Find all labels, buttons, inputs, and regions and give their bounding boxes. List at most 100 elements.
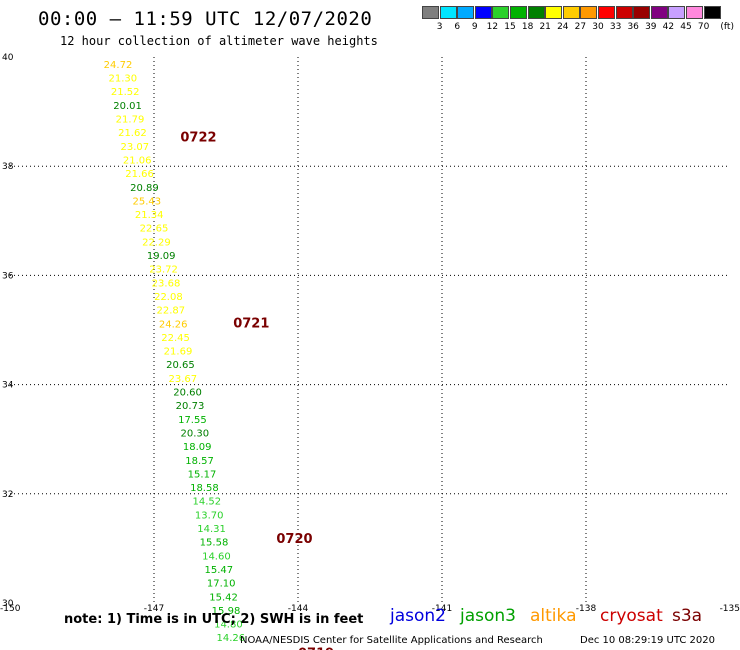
color-scale-label: 12 [486, 22, 499, 32]
color-scale-label: 39 [645, 22, 657, 32]
chart-subtitle: 12 hour collection of altimeter wave hei… [60, 34, 378, 48]
color-scale-swatch [474, 6, 492, 19]
wave-height-value: 15.58 [200, 538, 229, 549]
y-tick-label: 30 [2, 599, 14, 609]
generated-timestamp: Dec 10 08:29:19 UTC 2020 [580, 635, 715, 646]
color-scale-swatch [703, 6, 721, 19]
wave-height-value: 18.09 [183, 442, 212, 453]
color-scale-swatch [633, 6, 651, 19]
credit-line: NOAA/NESDIS Center for Satellite Applica… [240, 635, 543, 646]
x-tick-label: -147 [144, 604, 164, 614]
wave-height-value: 20.89 [130, 183, 159, 194]
satellite-legend-jason2: jason2 [390, 606, 446, 626]
wave-height-value: 14.52 [192, 497, 221, 508]
color-scale-label: 27 [574, 22, 587, 32]
wave-height-value: 22.87 [156, 306, 185, 317]
wave-height-value: 24.72 [104, 60, 133, 71]
color-scale-label: 36 [627, 22, 639, 32]
wave-height-value: 19.09 [147, 251, 176, 262]
y-tick-label: 38 [2, 162, 14, 172]
color-scale-swatch [527, 6, 545, 19]
color-scale-label: 9 [471, 22, 478, 32]
wave-height-value: 21.30 [108, 74, 137, 85]
y-tick-label: 34 [2, 381, 14, 391]
color-scale-swatch [650, 6, 668, 19]
wave-height-value: 14.60 [202, 551, 231, 562]
chart-title: 00:00 – 11:59 UTC 12/07/2020 [38, 8, 373, 30]
color-scale-swatch [510, 6, 527, 19]
satellite-legend-s3a: s3a [672, 606, 703, 626]
color-scale-swatch [422, 6, 439, 19]
wave-height-value: 23.67 [168, 374, 197, 385]
satellite-legend-jason3: jason3 [460, 606, 516, 626]
x-tick-label: -135 [720, 604, 740, 614]
x-tick-label: -150 [0, 604, 21, 614]
color-scale-swatch [615, 6, 633, 19]
wave-height-value: 21.66 [125, 169, 154, 180]
wave-height-value: 21.06 [123, 155, 152, 166]
wave-height-value: 18.57 [185, 456, 214, 467]
wave-height-value: 21.79 [116, 115, 145, 126]
color-scale-swatch [668, 6, 686, 19]
color-scale-label: 6 [454, 22, 461, 32]
wave-height-value: 23.07 [120, 142, 149, 153]
wave-height-value: 15.42 [209, 592, 238, 603]
color-scale-label: 24 [557, 22, 569, 32]
color-scale-swatch [686, 6, 703, 19]
color-scale-label: 30 [592, 22, 604, 32]
pass-time-label: 0722 [180, 131, 216, 146]
wave-height-value: 18.58 [190, 483, 219, 494]
x-tick-label: -144 [288, 604, 309, 614]
color-scale-swatch [598, 6, 615, 19]
color-scale-swatch [562, 6, 580, 19]
y-tick-label: 32 [2, 490, 13, 500]
x-tick-label: -138 [576, 604, 597, 614]
wave-height-value: 15.17 [188, 469, 217, 480]
wave-height-value: 20.01 [113, 101, 142, 112]
wave-height-value: 23.68 [152, 278, 181, 289]
color-scale-label: 3 [436, 22, 443, 32]
x-tick-label: -141 [432, 604, 452, 614]
wave-height-value: 21.62 [118, 128, 147, 139]
color-scale-label: 21 [539, 22, 551, 32]
wave-height-value: 17.10 [207, 579, 236, 590]
satellite-legend-cryosat: cryosat [600, 606, 663, 626]
wave-height-value: 23.72 [149, 265, 178, 276]
color-scale-label: 70 [697, 22, 710, 32]
wave-height-value: 21.69 [164, 347, 193, 358]
wave-height-value: 14.31 [197, 524, 226, 535]
wave-height-value: 20.60 [173, 388, 202, 399]
color-scale-label: 18 [521, 22, 534, 32]
wave-height-value: 25.43 [132, 196, 161, 207]
footer-note: note: 1) Time is in UTC; 2) SWH is in fe… [64, 612, 364, 627]
color-scale-swatch [580, 6, 598, 19]
pass-time-label: 0719 [298, 647, 334, 650]
wave-height-value: 20.30 [180, 428, 209, 439]
wave-height-value: 21.52 [111, 87, 140, 98]
y-tick-label: 40 [2, 53, 14, 63]
wave-height-value: 20.73 [176, 401, 205, 412]
wave-height-value: 15.98 [212, 606, 241, 617]
satellite-legend-altika: altika [530, 606, 577, 626]
wave-height-value: 15.47 [204, 565, 233, 576]
wave-height-value: 14.26 [216, 633, 245, 644]
y-tick-label: 36 [2, 271, 14, 281]
wave-height-value: 22.45 [161, 333, 190, 344]
wave-height-value: 22.08 [154, 292, 183, 303]
wave-height-value: 24.26 [159, 319, 188, 330]
color-scale-label: 45 [680, 22, 692, 32]
color-scale-label: 42 [662, 22, 675, 32]
color-scale-swatch [439, 6, 457, 19]
wave-height-value: 21.34 [135, 210, 164, 221]
color-scale-swatch [492, 6, 510, 19]
color-scale-swatch [457, 6, 475, 19]
color-scale-swatch [545, 6, 563, 19]
wave-height-value: 13.70 [195, 510, 224, 521]
wave-height-value: 14.80 [214, 620, 243, 631]
pass-time-label: 0721 [233, 316, 269, 331]
color-scale-unit: (ft) [720, 22, 734, 32]
wave-height-value: 20.65 [166, 360, 195, 371]
pass-time-label: 0720 [276, 532, 312, 547]
wave-height-value: 17.55 [178, 415, 207, 426]
